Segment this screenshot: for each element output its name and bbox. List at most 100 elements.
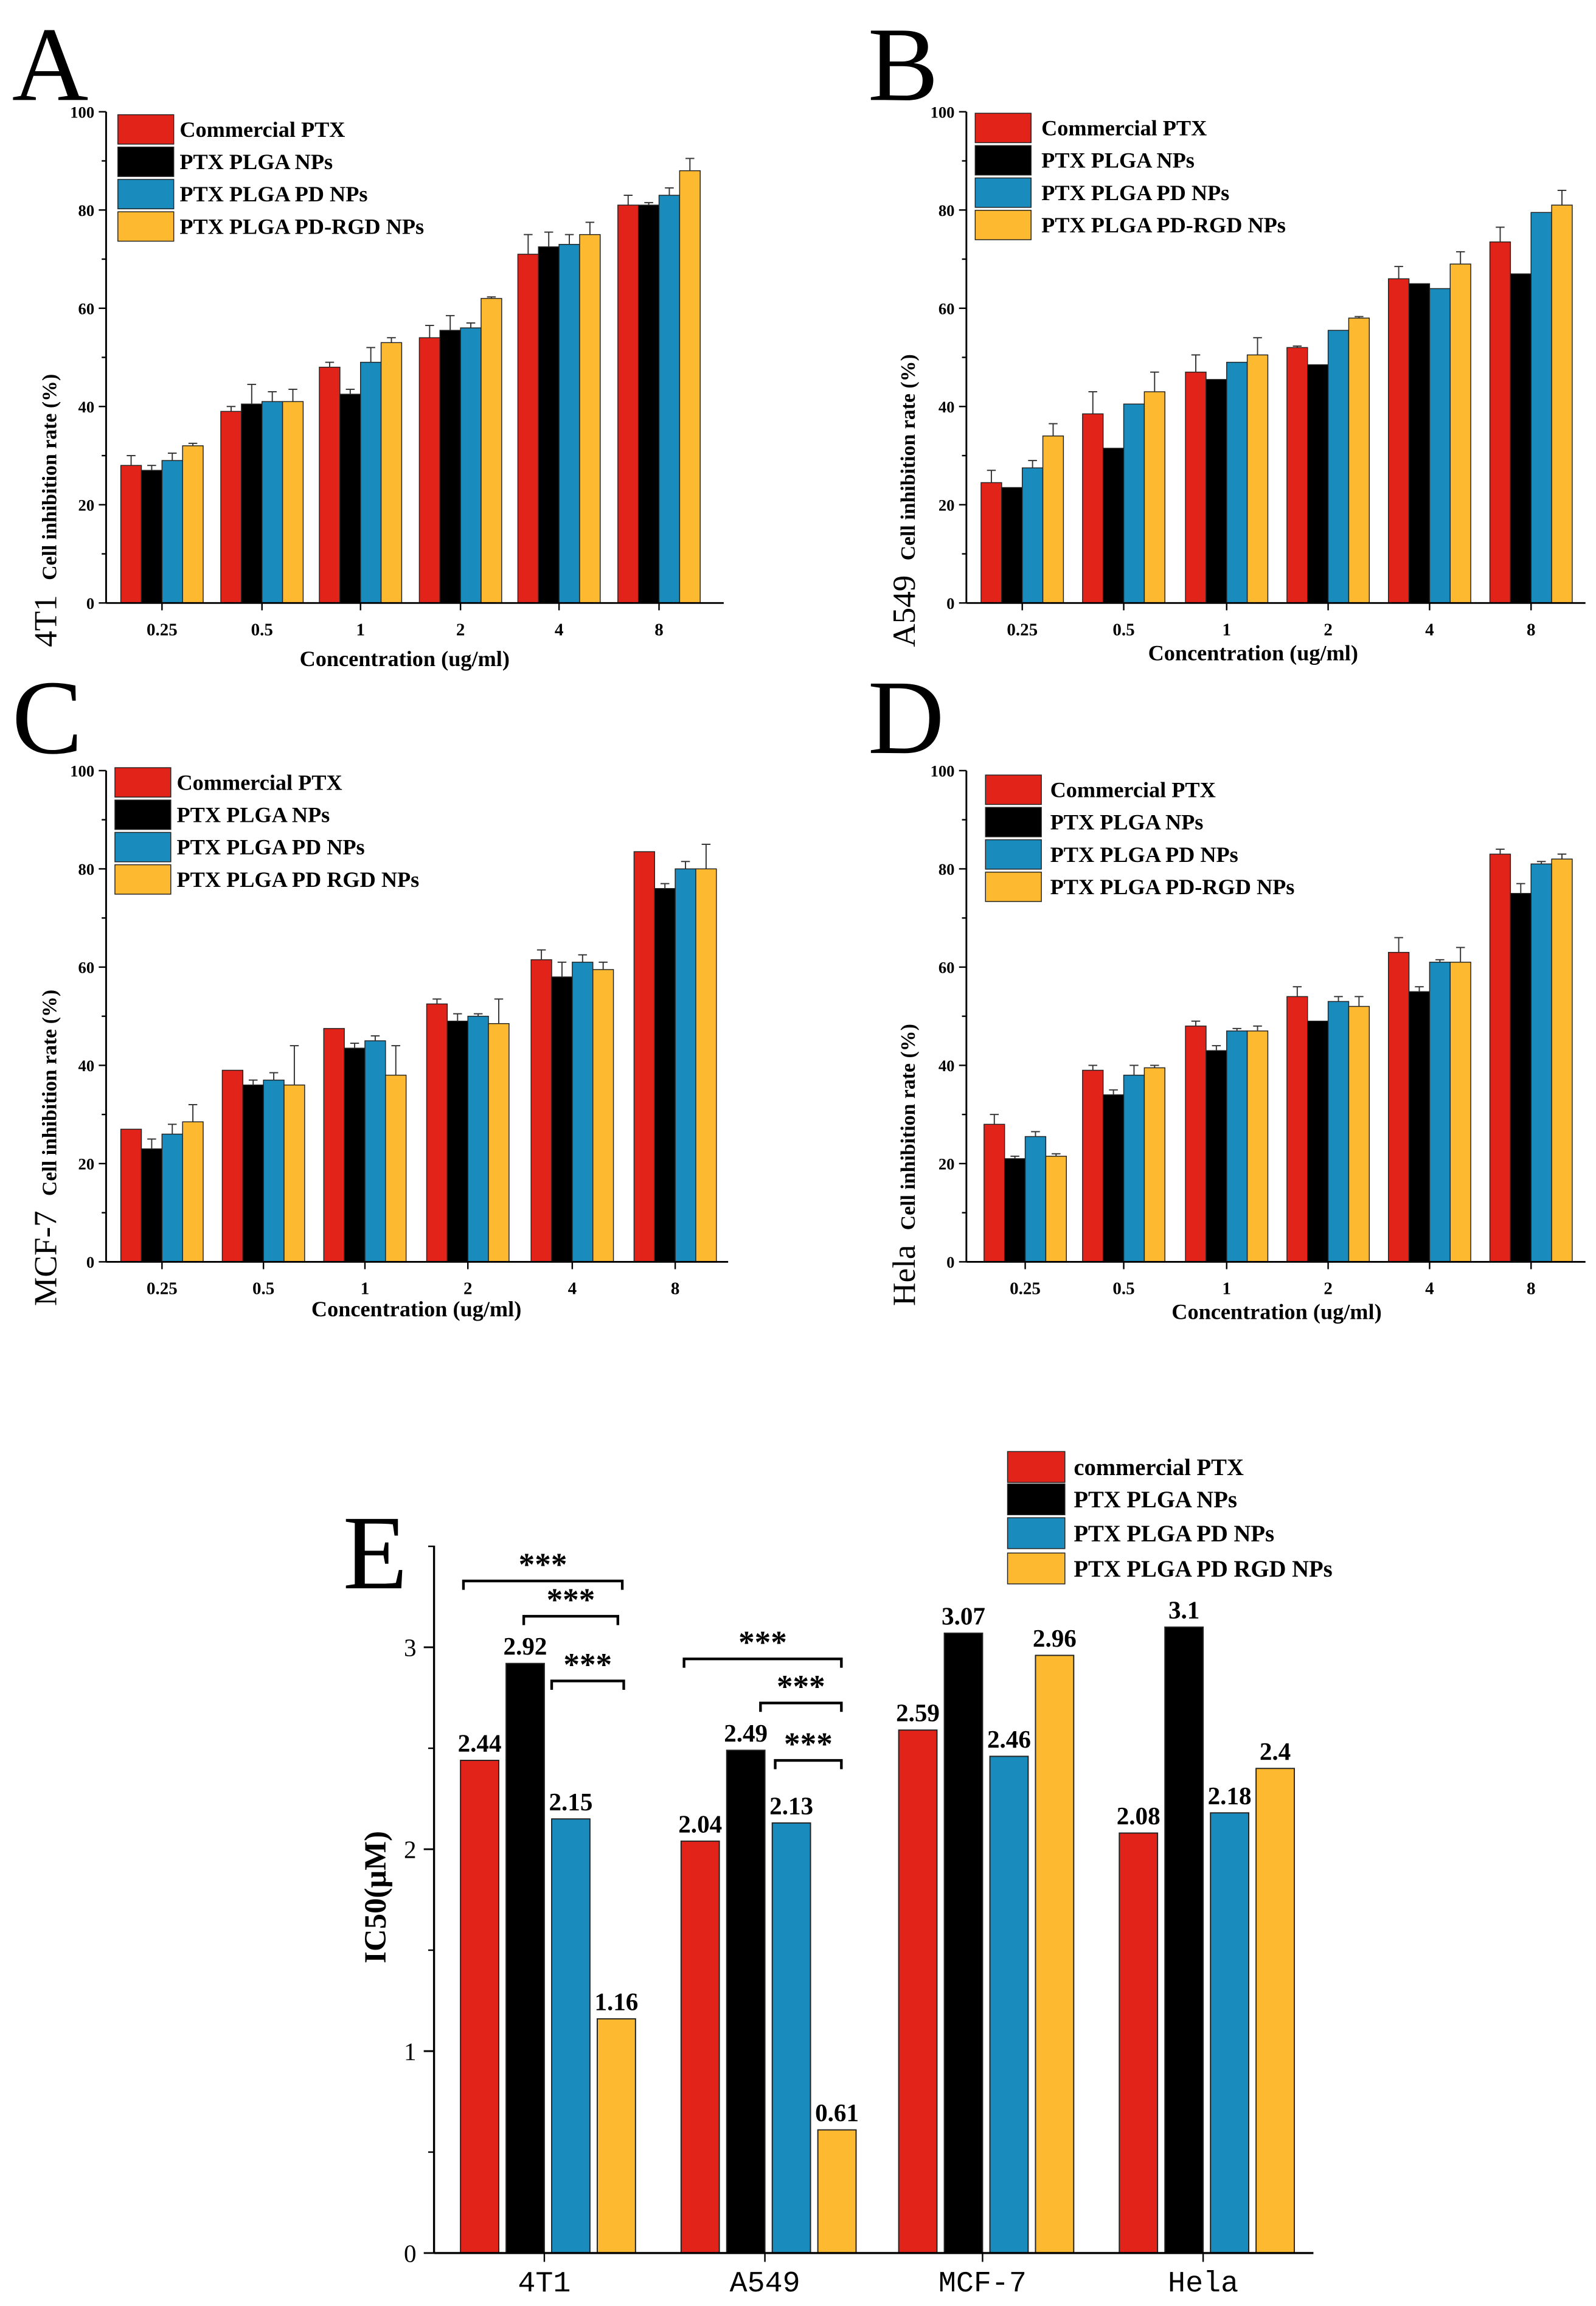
x-tick-label: 1 [361,1279,370,1299]
x-tick-label: 0.25 [147,1279,178,1299]
legend-label: Commercial PTX [1050,777,1216,802]
x-tick-label: 0.5 [1112,1279,1134,1299]
x-tick-label: 0.25 [147,620,178,639]
panel-d: D 0 20 40 60 80 100 0.25 0.5 1 2 4 8 Concentration (u… [868,659,1586,1324]
panel-letter: E [343,1494,408,1611]
bar [1143,391,1165,603]
x-tick-label: 1 [1223,1279,1232,1299]
y-tick-label: 20 [78,496,95,514]
y-tick-label: 80 [939,860,955,878]
bar [572,962,594,1263]
bar [989,1756,1029,2254]
bar [446,1021,468,1263]
bar [1387,951,1410,1263]
y-tick-label: 0 [946,594,954,613]
bar [1045,1156,1067,1263]
bar [182,445,204,603]
bar [680,1840,720,2254]
x-tick-label: 8 [1527,620,1535,639]
legend-swatch [985,774,1042,805]
legend-label: PTX PLGA PD NPs [1041,181,1229,205]
significance-bracket [682,1658,843,1668]
value-label: 2.96 [1033,1624,1077,1652]
bar [339,394,361,603]
value-label: 2.46 [987,1725,1031,1753]
value-label: 2.15 [549,1788,592,1816]
bar [1185,372,1207,603]
y-tick-label: 80 [78,201,95,220]
legend-swatch [117,211,175,242]
legend-swatch [114,799,172,830]
bar [1001,487,1023,603]
bar [1226,361,1248,603]
significance-label: *** [547,1582,595,1617]
bar [439,330,461,603]
bar [1489,241,1511,603]
bar [460,1760,499,2254]
y-axis-label: IC50(μM) [358,1831,392,1964]
x-tick-label: 4T1 [518,2267,571,2301]
significance-bracket [774,1759,843,1769]
value-label: 2.4 [1260,1737,1291,1765]
value-label: 2.92 [504,1632,547,1660]
legend-swatch [1007,1451,1066,1483]
x-tick-label: 4 [1425,620,1434,639]
bar [1510,893,1532,1263]
x-tick-label: 4 [1425,1279,1434,1299]
bar [1286,996,1308,1263]
y-tick-label: 2 [404,1836,417,1864]
bar [1210,1812,1250,2254]
legend-label: PTX PLGA PD-RGD NPs [1050,875,1295,899]
x-tick-label: 8 [1527,1279,1535,1299]
bar [679,170,701,603]
legend-label: commercial PTX [1074,1455,1244,1481]
bar [658,195,681,603]
bar [1408,283,1431,603]
panel-c: C 0 20 40 60 80 100 0.25 0.5 1 2 4 8 Concentration (u… [12,659,729,1321]
bar [1082,413,1104,603]
x-tick-label: 4 [555,620,564,639]
bar [1429,962,1451,1263]
bar [1206,1050,1227,1263]
bar [182,1121,204,1263]
x-axis-label: Concentration (ug/ml) [1148,641,1358,665]
x-tick-label: 0.5 [251,620,273,639]
bar [1123,1074,1145,1263]
cell-line-label: 4T1 [27,595,63,647]
legend-swatch [1007,1552,1066,1585]
bar [617,204,639,603]
bar [380,342,403,603]
legend-swatch [114,767,172,798]
panel-b: B 0 20 40 60 80 100 0.25 0.5 1 2 4 8 Concentration (u… [868,5,1586,665]
significance-label: *** [784,1726,833,1762]
y-tick-label: 80 [78,860,95,878]
y-tick-label: 100 [931,103,955,121]
legend-label: PTX PLGA PD RGD NPs [1074,1557,1332,1582]
bar [161,1133,183,1263]
bar [1551,204,1573,603]
bar [418,337,441,603]
cell-line-label: A549 [886,575,922,647]
bar [597,2018,636,2254]
bar [1348,318,1370,603]
bar [1255,1768,1295,2254]
legend-swatch [117,114,175,145]
bar [141,1148,163,1263]
legend-swatch [117,147,175,177]
legend-label: PTX PLGA NPs [179,150,333,174]
legend-label: PTX PLGA NPs [1050,810,1204,835]
y-tick-label: 40 [939,398,955,416]
bar [1082,1069,1104,1263]
significance-bracket [759,1701,843,1712]
panel-letter: D [868,659,945,776]
significance-bracket [550,1679,625,1690]
y-axis-title: Cell inhibition rate (%) [38,374,61,580]
bar [385,1074,407,1263]
bar [633,851,655,1263]
value-label: 2.08 [1117,1802,1161,1830]
bar [1206,379,1227,603]
bar [283,1084,305,1263]
bar [360,361,382,603]
y-tick-label: 20 [939,496,955,514]
